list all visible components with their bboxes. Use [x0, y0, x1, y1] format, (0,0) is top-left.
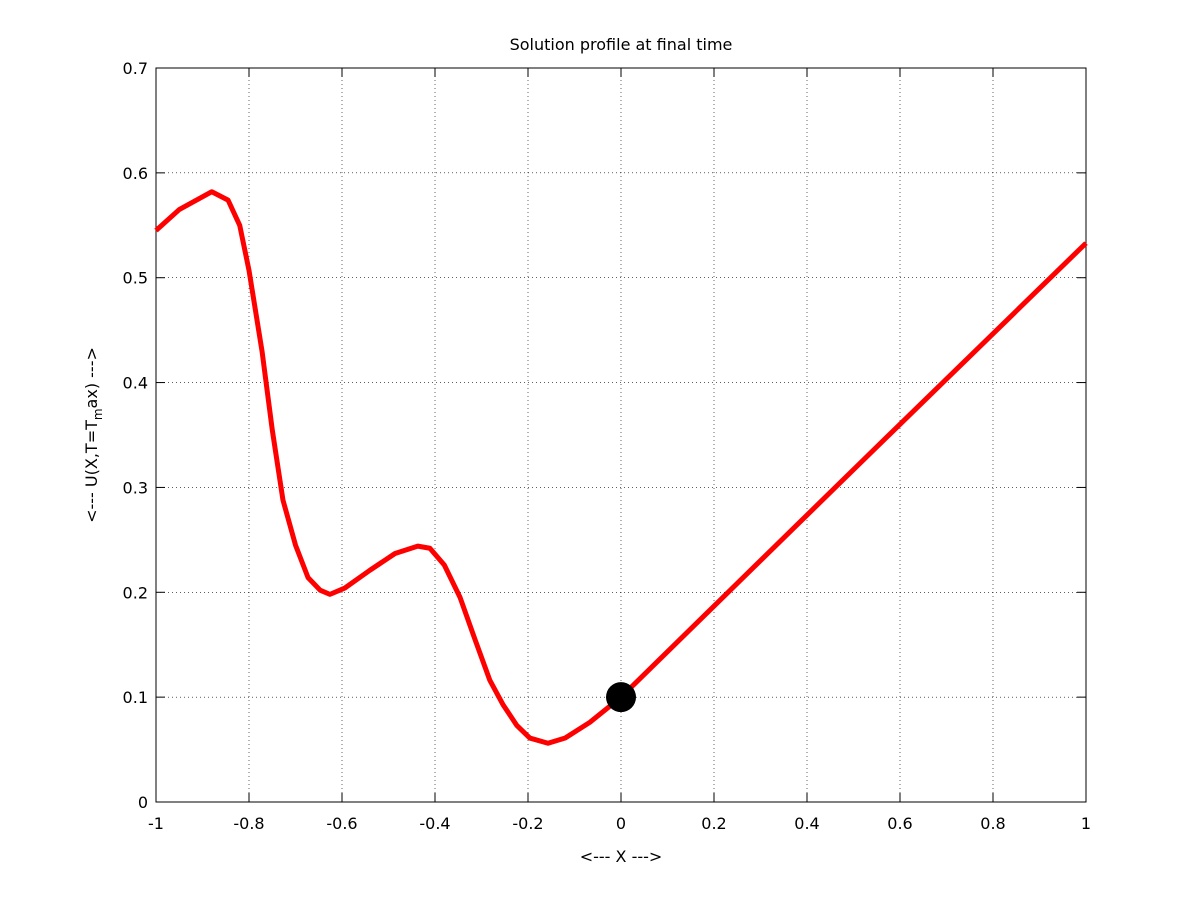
y-tick-label: 0.6 [123, 164, 148, 183]
x-tick-label: -1 [148, 814, 164, 833]
x-tick-label: 0.4 [794, 814, 819, 833]
plot-frame [155, 67, 1087, 803]
y-tick-label: 0.7 [123, 59, 148, 78]
y-tick-label: 0.4 [123, 374, 148, 393]
x-tick-label: -0.8 [233, 814, 264, 833]
y-tick-label: 0.2 [123, 583, 148, 602]
x-tick-label: 0.8 [980, 814, 1005, 833]
y-label-sub: m [91, 408, 105, 420]
line [154, 189, 1088, 746]
y-tick-label: 0.1 [123, 688, 148, 707]
x-tick-label: -0.2 [512, 814, 543, 833]
marker-point [606, 682, 636, 713]
x-tick-label: 0.6 [887, 814, 912, 833]
chart-title: Solution profile at final time [510, 35, 733, 54]
y-tick-label: 0 [138, 793, 148, 812]
y-axis-label: <--- U(X,T=Tmax) ---> [82, 347, 105, 523]
x-tick-label: 1 [1081, 814, 1091, 833]
y-label-part: <--- U(X,T=T [82, 420, 101, 523]
y-tick-label: 0.3 [123, 478, 148, 497]
y-label-part: ax) ---> [82, 347, 101, 408]
x-tick-label: 0.2 [701, 814, 726, 833]
y-tick-label: 0.5 [123, 269, 148, 288]
x-tick-label: -0.4 [419, 814, 450, 833]
x-tick-label: -0.6 [326, 814, 357, 833]
x-axis-label: <--- X ---> [580, 847, 663, 866]
x-tick-label: 0 [616, 814, 626, 833]
